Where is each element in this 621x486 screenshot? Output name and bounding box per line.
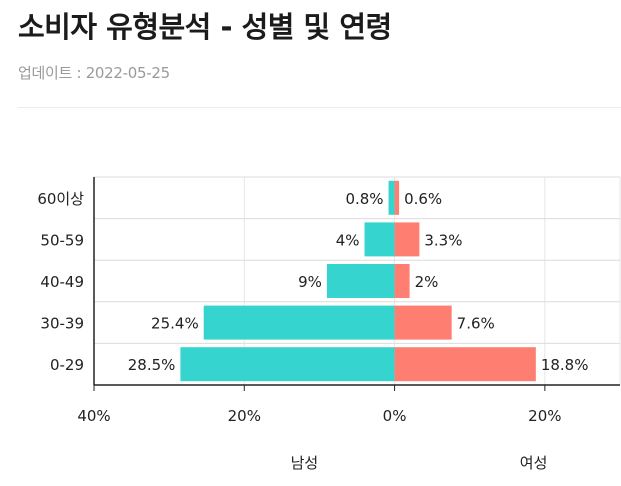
data-label-male: 0.8% — [345, 190, 383, 208]
category-label: 30-39 — [40, 315, 84, 333]
bar-female — [394, 305, 452, 340]
x-tick-label: 20% — [228, 407, 261, 425]
x-tick-label: 0% — [383, 407, 407, 425]
data-label-female: 7.6% — [457, 315, 495, 333]
data-label-female: 18.8% — [541, 356, 589, 374]
x-tick-label: 20% — [528, 407, 561, 425]
category-label: 40-49 — [40, 273, 84, 291]
bar-male — [388, 180, 395, 215]
page-title: 소비자 유형분석 - 성별 및 연령 — [18, 10, 392, 44]
bar-male — [180, 347, 395, 382]
bar-female — [394, 180, 400, 215]
data-label-female: 3.3% — [424, 231, 462, 249]
x-tick-label: 40% — [77, 407, 110, 425]
data-label-male: 9% — [298, 273, 322, 291]
side-label-male: 남성 — [291, 454, 319, 472]
category-label: 50-59 — [40, 231, 84, 249]
bar-male — [364, 222, 395, 257]
data-label-male: 25.4% — [151, 315, 199, 333]
bar-male — [326, 264, 395, 298]
bar-female — [394, 264, 410, 298]
category-label: 60이상 — [37, 190, 84, 208]
category-label: 0-29 — [50, 356, 84, 374]
bar-female — [394, 222, 420, 257]
bar-male — [203, 305, 395, 340]
bar-female — [394, 347, 536, 382]
header-divider — [18, 107, 621, 108]
data-label-male: 28.5% — [128, 356, 176, 374]
data-label-female: 0.6% — [404, 190, 442, 208]
data-label-male: 4% — [336, 231, 360, 249]
data-label-female: 2% — [415, 273, 439, 291]
side-label-female: 여성 — [520, 454, 548, 472]
update-date: 업데이트 : 2022-05-25 — [18, 64, 170, 82]
